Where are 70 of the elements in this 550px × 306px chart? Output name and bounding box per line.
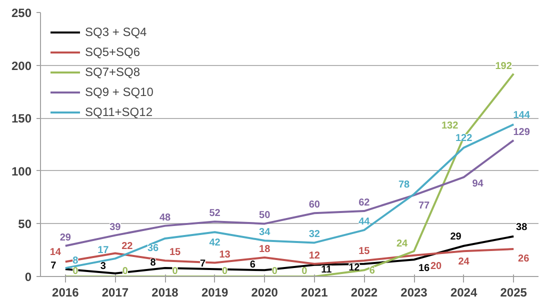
data-label: 44: [358, 216, 370, 228]
data-label: 15: [358, 246, 370, 258]
data-label: 0: [222, 266, 228, 277]
data-label: 11: [321, 264, 332, 276]
data-label: 50: [259, 210, 271, 222]
data-label: 36: [147, 242, 159, 254]
data-label: 77: [418, 200, 430, 212]
data-label: 3: [100, 260, 106, 272]
y-tick-label: 200: [11, 58, 32, 73]
x-tick-label: 2024: [450, 286, 478, 300]
x-tick-label: 2018: [152, 286, 179, 300]
data-label: 34: [259, 227, 271, 238]
data-label: 20: [430, 260, 442, 272]
data-label: 39: [110, 222, 122, 233]
data-label: 6: [250, 260, 256, 271]
x-tick-label: 2016: [52, 286, 80, 300]
data-label: 24: [396, 238, 408, 250]
data-label: 62: [358, 198, 370, 209]
x-tick-label: 2023: [400, 286, 428, 300]
data-label: 0: [272, 266, 278, 277]
data-label: 12: [348, 262, 360, 274]
data-label: 129: [513, 126, 530, 138]
data-label: 14: [50, 247, 62, 258]
data-label: 38: [516, 222, 528, 233]
data-label: 16: [418, 263, 430, 274]
x-tick-label: 2020: [251, 286, 278, 300]
data-label: 13: [219, 249, 231, 260]
data-label: 17: [98, 245, 110, 256]
data-label: 8: [72, 256, 79, 267]
y-tick-label: 150: [11, 112, 32, 126]
legend-label: SQ11+SQ12: [85, 105, 152, 119]
data-label: 78: [398, 180, 410, 191]
data-label: 24: [458, 256, 470, 268]
data-label: 0: [122, 266, 128, 277]
data-label: 7: [200, 258, 206, 270]
data-label: 18: [259, 244, 271, 255]
x-tick-label: 2025: [500, 286, 528, 300]
y-tick-label: 250: [11, 6, 32, 20]
data-label: 60: [308, 200, 320, 211]
data-label: 52: [209, 208, 221, 220]
data-label: 0: [172, 266, 178, 277]
data-label: 42: [209, 238, 221, 249]
data-label: 29: [60, 232, 72, 244]
data-label: 15: [169, 247, 181, 258]
data-label: 132: [441, 120, 459, 132]
x-tick-label: 2021: [301, 286, 328, 300]
data-label: 8: [150, 258, 156, 269]
data-label: 22: [122, 240, 134, 252]
legend-label: SQ3 + SQ4: [85, 25, 147, 39]
data-label: 48: [159, 212, 171, 224]
x-tick-label: 2017: [102, 286, 129, 300]
data-label: 144: [513, 110, 530, 121]
data-label: 29: [450, 231, 462, 242]
legend-label: SQ5+SQ6: [85, 45, 140, 59]
legend-label: SQ9 + SQ10: [85, 85, 154, 99]
data-label: 0: [302, 266, 308, 277]
data-label: 0: [72, 266, 79, 277]
data-label: 6: [369, 266, 376, 277]
y-tick-label: 50: [18, 217, 32, 232]
data-label: 192: [495, 61, 512, 72]
data-label: 12: [308, 250, 320, 262]
data-label: 7: [50, 260, 57, 272]
x-tick-label: 2022: [350, 286, 378, 300]
data-label: 94: [472, 178, 484, 190]
legend-label: SQ7+SQ8: [85, 65, 140, 79]
y-tick-label: 0: [24, 270, 32, 284]
x-tick-label: 2019: [201, 286, 228, 300]
y-tick-label: 100: [11, 164, 32, 178]
data-label: 26: [518, 254, 530, 265]
data-label: 32: [308, 229, 320, 240]
